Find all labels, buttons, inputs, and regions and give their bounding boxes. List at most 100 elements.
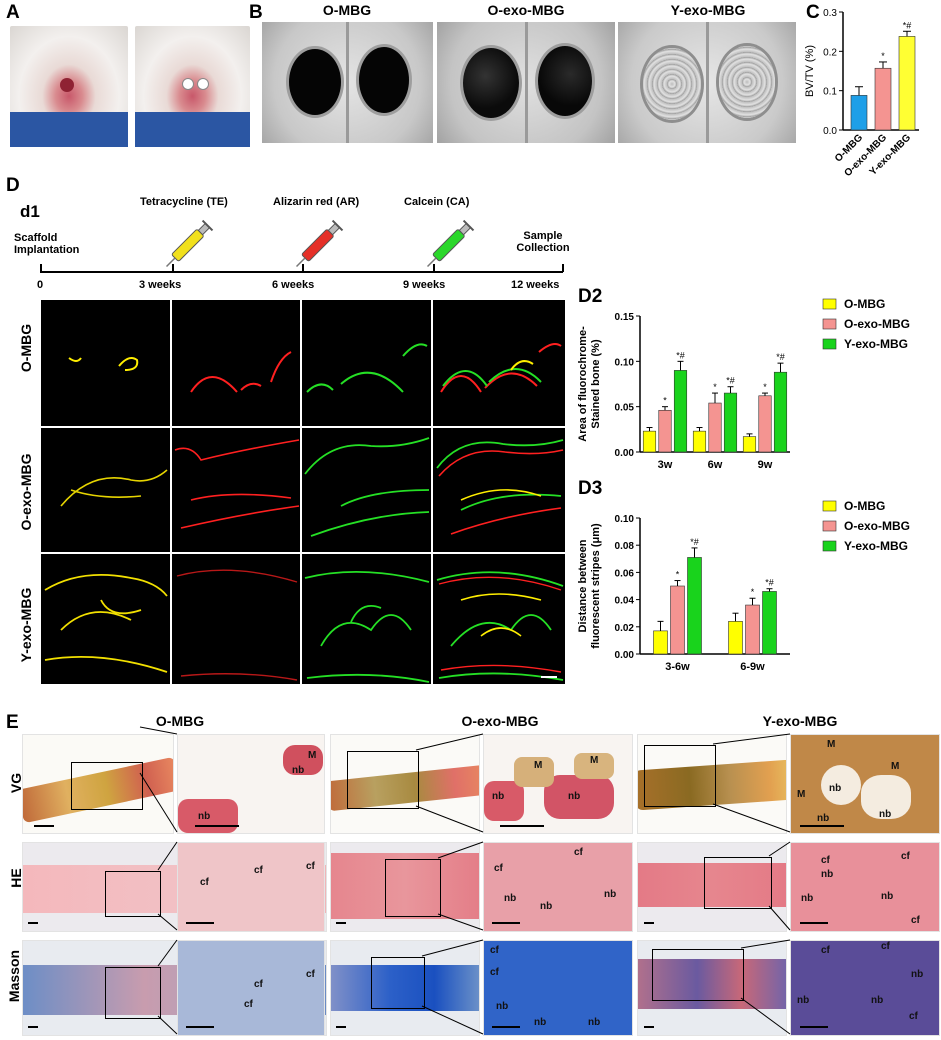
bar: [850, 95, 868, 131]
ct-title-1: O-MBG: [322, 2, 372, 18]
connector-line: [740, 997, 791, 1035]
fluoro-stripe-yellow: [460, 489, 542, 501]
fluoro-stripe-green: [304, 437, 430, 537]
bar: [653, 630, 668, 655]
panel-label-d: D: [6, 175, 20, 196]
scale-bar: [644, 1026, 654, 1028]
mark-nb: nb: [568, 791, 581, 802]
significance-label: *#: [676, 350, 685, 360]
vg-overview-o-mbg: [22, 734, 174, 834]
timeline-label-ar: Alizarin red (AR): [273, 196, 360, 208]
mark-cf: cf: [306, 861, 315, 872]
connector-line: [139, 726, 178, 735]
mark-nb: nb: [821, 869, 834, 880]
bar: [723, 392, 738, 453]
connector-line: [157, 1015, 178, 1035]
significance-label: *#: [690, 537, 699, 547]
fluoro-row-label-1: O-MBG: [18, 323, 34, 373]
y-tick-label: 0.3: [823, 8, 837, 19]
he-overview-y-exo-mbg: [637, 842, 787, 932]
timeline-end-label: Sample Collection: [516, 230, 570, 254]
masson-overview-o-exo-mbg: [330, 940, 480, 1036]
mark-cf: cf: [490, 945, 499, 956]
significance-label: *: [881, 51, 885, 61]
blue-drape: [10, 112, 128, 147]
y-axis-label-line: fluorescent stripes (μm): [590, 523, 602, 649]
fluoro-stripe-yellow: [68, 357, 139, 371]
y-tick-label: 0.02: [615, 623, 635, 634]
mark-cf: cf: [254, 979, 263, 990]
mark-nb: nb: [492, 791, 505, 802]
fluoro-stripe-yellow: [60, 469, 168, 507]
mark-cf: cf: [821, 945, 830, 956]
significance-label: *#: [726, 376, 735, 386]
scale-bar: [492, 1026, 520, 1028]
zoom-box: [71, 762, 143, 810]
significance-label: *#: [765, 578, 774, 588]
timeline-tick-label-9w: 9 weeks: [403, 279, 446, 291]
mark-m: M: [308, 750, 317, 761]
panel-label-b: B: [249, 2, 263, 23]
connector-line: [421, 1005, 484, 1035]
mark-cf: cf: [490, 967, 499, 978]
partial-defect-left: [463, 48, 519, 118]
fluoro-stripe-yellow: [460, 593, 542, 637]
filled-defect-left: [643, 48, 701, 120]
scale-bar: [34, 825, 54, 827]
chart-d2-fluorochrome-area: 0.00 0.05 0.10 0.15 Area of fluorochrome- Sta…: [577, 297, 910, 471]
x-tick-label: 6-9w: [740, 661, 765, 673]
mark-cf: cf: [574, 847, 583, 858]
mark-nb: nb: [911, 969, 924, 980]
fluoro-stripe-yellow: [44, 573, 168, 673]
significance-label: *#: [903, 20, 912, 30]
bar: [673, 370, 688, 453]
mark-cf: cf: [881, 941, 890, 952]
significance-label: *: [713, 382, 717, 392]
zoom-box: [385, 859, 441, 917]
histology-col-title-1: O-MBG: [155, 713, 205, 729]
zoom-box: [652, 949, 744, 1001]
scale-bar: [28, 922, 38, 924]
timeline-label-ca: Calcein (CA): [404, 196, 470, 208]
histology-col-title-3: Y-exo-MBG: [762, 713, 838, 729]
connector-line: [157, 939, 178, 967]
he-overview-o-exo-mbg: [330, 842, 480, 932]
scale-bar: [500, 825, 544, 827]
timeline-tick-label-3w: 3 weeks: [139, 279, 182, 291]
mark-nb: nb: [534, 1017, 547, 1028]
legend-swatch: [822, 520, 837, 532]
mark-cf: cf: [200, 877, 209, 888]
y-axis-label-line: Stained bone (%): [590, 339, 602, 429]
mark-nb: nb: [604, 889, 617, 900]
bar: [874, 67, 892, 131]
scale-bar: [195, 825, 239, 827]
skull-suture: [346, 22, 349, 143]
fluoro-tile: [172, 554, 300, 684]
he-zoom-o-exo-mbg: cf cf nb nb nb: [483, 842, 633, 932]
significance-label: *: [763, 382, 767, 392]
micro-ct-image-y-exo-mbg: [618, 22, 796, 143]
significance-label: *#: [776, 352, 785, 362]
vg-zoom-o-mbg: M nb nb: [177, 734, 325, 834]
vg-overview-o-exo-mbg: [330, 734, 480, 834]
bar: [708, 402, 722, 453]
mark-cf: cf: [821, 855, 830, 866]
ct-title-2: O-exo-MBG: [487, 2, 565, 18]
x-tick-label: 6w: [708, 459, 723, 471]
scale-bar: [800, 1026, 828, 1028]
x-tick-label: 3-6w: [665, 661, 690, 673]
bar: [692, 430, 707, 453]
blue-drape: [135, 112, 250, 147]
legend-label: Y-exo-MBG: [844, 539, 908, 553]
panel-label-d2: D2: [578, 286, 603, 307]
vg-overview-y-exo-mbg: [637, 734, 787, 834]
fluoro-stripe-red: [438, 576, 562, 673]
legend-swatch: [822, 500, 837, 512]
timeline-start-label: Scaffold Implantation: [14, 232, 80, 256]
fluoro-stripe-green: [442, 368, 542, 387]
mark-nb: nb: [797, 995, 810, 1006]
ct-title-3: Y-exo-MBG: [670, 2, 746, 18]
mark-cf: cf: [909, 1011, 918, 1022]
bar: [745, 604, 760, 655]
scale-bar: [336, 922, 346, 924]
